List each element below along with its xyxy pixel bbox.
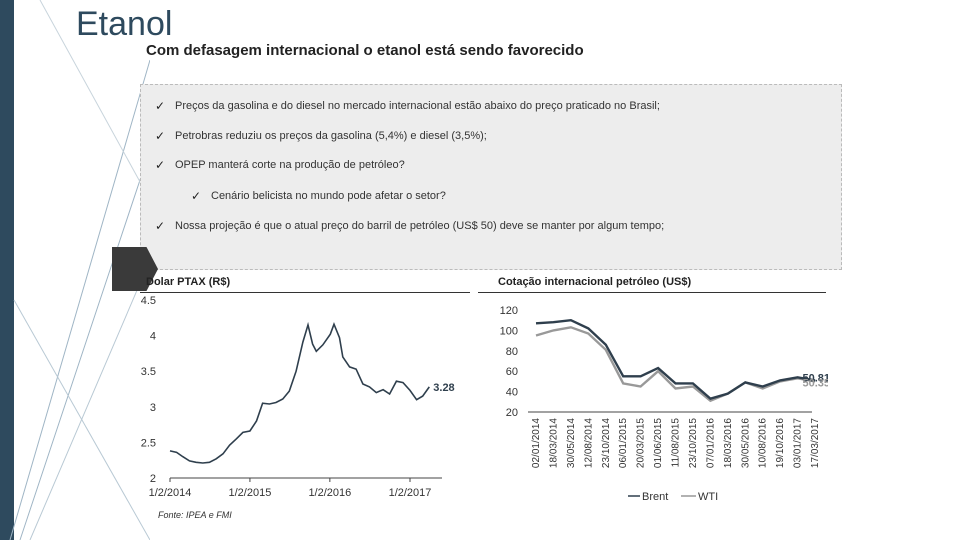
x-tick-label: 06/01/2015 (618, 418, 629, 468)
brent-end-label: 50.81 (802, 372, 828, 384)
y-tick-label: 80 (506, 346, 518, 358)
x-tick-label: 11/08/2015 (671, 418, 682, 468)
oil-title-rule (478, 292, 826, 293)
legend-brent-label: Brent (642, 491, 668, 503)
x-tick-label: 19/10/2016 (775, 418, 786, 468)
bullet-box: ✓ Preços da gasolina e do diesel no merc… (140, 84, 842, 270)
y-tick-label: 2.5 (141, 437, 156, 449)
x-tick-label: 20/03/2015 (636, 418, 647, 468)
x-tick-label: 30/05/2014 (566, 418, 577, 468)
y-tick-label: 100 (500, 325, 518, 337)
x-tick-label: 1/2/2017 (389, 487, 432, 499)
bullet-item: Petrobras reduziu os preços da gasolina … (175, 130, 487, 142)
page-subtitle: Com defasagem internacional o etanol est… (146, 42, 584, 59)
x-tick-label: 03/01/2017 (793, 418, 804, 468)
wti-end-label: 50.35 (802, 377, 828, 389)
x-tick-label: 1/2/2015 (229, 487, 272, 499)
source-note: Fonte: IPEA e FMI (158, 510, 232, 520)
bullet-item: Preços da gasolina e do diesel no mercad… (175, 100, 660, 112)
x-tick-label: 17/03/2017 (810, 418, 821, 468)
y-tick-label: 4 (150, 331, 156, 343)
legend-wti-label: WTI (698, 491, 718, 503)
check-icon: ✓ (155, 99, 166, 113)
x-tick-label: 12/08/2014 (583, 418, 594, 468)
wti-series-line (535, 326, 816, 403)
x-tick-label: 07/01/2016 (705, 418, 716, 468)
dollar-series-line (169, 321, 430, 464)
section-marker (112, 247, 158, 291)
page-title: Etanol (76, 5, 173, 43)
dollar-title-rule (140, 292, 470, 293)
x-tick-label: 10/08/2016 (758, 418, 769, 468)
brent-series-line (535, 318, 816, 401)
x-tick-label: 30/05/2016 (740, 418, 751, 468)
bullet-item: Nossa projeção é que o atual preço do ba… (175, 220, 665, 232)
bullet-item: OPEP manterá corte na produção de petról… (175, 159, 405, 171)
x-tick-label: 18/03/2014 (548, 418, 559, 468)
x-tick-label: 23/10/2014 (601, 418, 612, 468)
check-icon: ✓ (155, 129, 166, 143)
y-tick-label: 3 (150, 402, 156, 414)
decorative-lines (9, 0, 150, 540)
x-tick-label: 23/10/2015 (688, 418, 699, 468)
dollar-chart-title: Dolar PTAX (R$) (146, 276, 231, 288)
dollar-end-label: 3.28 (433, 382, 454, 394)
oil-chart: 20 40 60 80 100 120 02/01/2014 18/03/2014 30/05/… (500, 305, 828, 503)
y-tick-label: 3.5 (141, 366, 156, 378)
x-tick-label: 1/2/2014 (149, 487, 192, 499)
oil-chart-title: Cotação internacional petróleo (US$) (498, 276, 692, 288)
y-tick-label: 120 (500, 305, 518, 317)
x-tick-label: 01/06/2015 (653, 418, 664, 468)
dollar-chart: 2 2.5 3 3.5 4 4.5 1/2/2014 1/2/2015 1/2/2016 1/2/… (141, 295, 455, 499)
x-tick-label: 02/01/2014 (531, 418, 542, 468)
check-icon: ✓ (155, 158, 166, 172)
y-tick-label: 40 (506, 387, 518, 399)
x-tick-label: 1/2/2016 (308, 487, 351, 499)
x-tick-label: 18/03/2016 (723, 418, 734, 468)
y-tick-label: 60 (506, 366, 518, 378)
check-icon: ✓ (191, 189, 202, 203)
y-tick-label: 2 (150, 473, 156, 485)
check-icon: ✓ (155, 219, 166, 233)
y-tick-label: 20 (506, 407, 518, 419)
left-accent-bar (0, 0, 14, 540)
bullet-subitem: Cenário belicista no mundo pode afetar o… (211, 190, 446, 202)
y-tick-label: 4.5 (141, 295, 156, 307)
